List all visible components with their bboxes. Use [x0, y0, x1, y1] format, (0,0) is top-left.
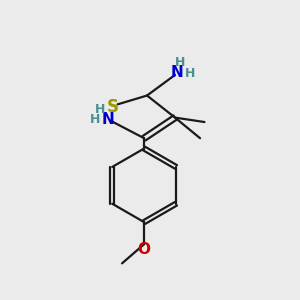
Text: H: H [175, 56, 185, 69]
Text: H: H [90, 112, 101, 126]
Text: N: N [101, 112, 114, 127]
Text: O: O [138, 242, 151, 257]
Text: H: H [95, 103, 105, 116]
Text: N: N [170, 65, 183, 80]
Text: H: H [185, 67, 196, 80]
Text: S: S [106, 98, 118, 116]
